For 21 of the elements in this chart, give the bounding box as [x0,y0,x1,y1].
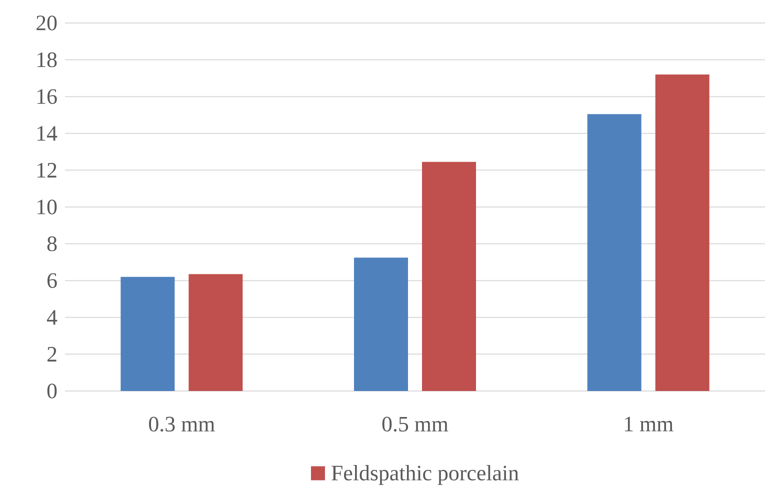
x-tick-label: 0.5 mm [382,416,448,432]
y-tick-label: 0 [47,384,57,398]
y-tick-label: 4 [46,310,58,325]
bar [655,74,710,391]
bar [120,276,175,391]
y-tick-label: 8 [47,236,57,252]
bar [354,258,408,391]
y-tick-label: 12 [38,162,56,178]
y-tick-label: 16 [38,89,57,104]
bar [422,162,476,391]
legend-label: Feldspathic porcelain [332,465,519,485]
bar [188,274,243,391]
y-tick-label: 18 [38,52,57,68]
y-tick-label: 6 [47,273,57,288]
bar [587,114,642,391]
y-tick-label: 20 [36,16,57,30]
y-tick-label: 2 [48,346,56,362]
y-tick-label: 10 [38,200,57,214]
x-tick-label: 1 mm [624,416,674,432]
x-tick-label: 0.3 mm [149,416,215,432]
y-tick-label: 14 [38,126,58,141]
